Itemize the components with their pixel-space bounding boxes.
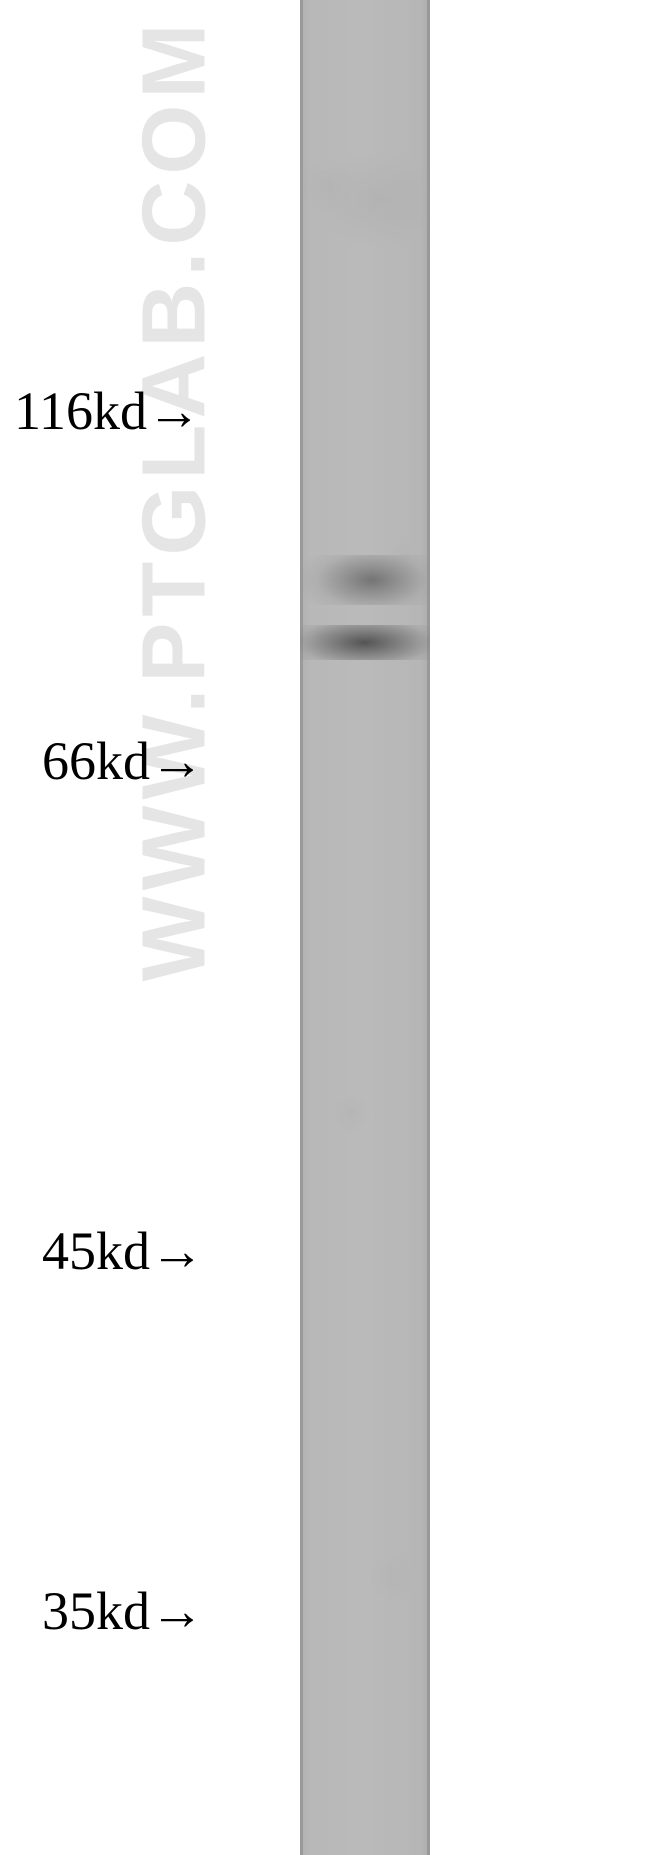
marker-value: 45kd xyxy=(42,1221,150,1281)
arrow-icon: → xyxy=(150,1221,204,1281)
arrow-icon: → xyxy=(147,381,201,441)
band-faint xyxy=(300,150,430,250)
marker-value: 66kd xyxy=(42,731,150,791)
marker-value: 35kd xyxy=(42,1581,150,1641)
marker-value: 116kd xyxy=(14,381,147,441)
band-upper xyxy=(300,555,430,605)
marker-116kd: 116kd→ xyxy=(14,380,201,442)
arrow-icon: → xyxy=(150,731,204,791)
lane-noise xyxy=(300,0,430,1855)
marker-35kd: 35kd→ xyxy=(42,1580,204,1642)
marker-45kd: 45kd→ xyxy=(42,1220,204,1282)
band-lower xyxy=(300,625,430,660)
blot-lane xyxy=(300,0,430,1855)
arrow-icon: → xyxy=(150,1581,204,1641)
watermark-text: WWW.PTGLAB.COM xyxy=(124,18,227,982)
western-blot-figure: WWW.PTGLAB.COM 116kd→ 66kd→ 45kd→ 35kd→ xyxy=(0,0,650,1855)
marker-66kd: 66kd→ xyxy=(42,730,204,792)
